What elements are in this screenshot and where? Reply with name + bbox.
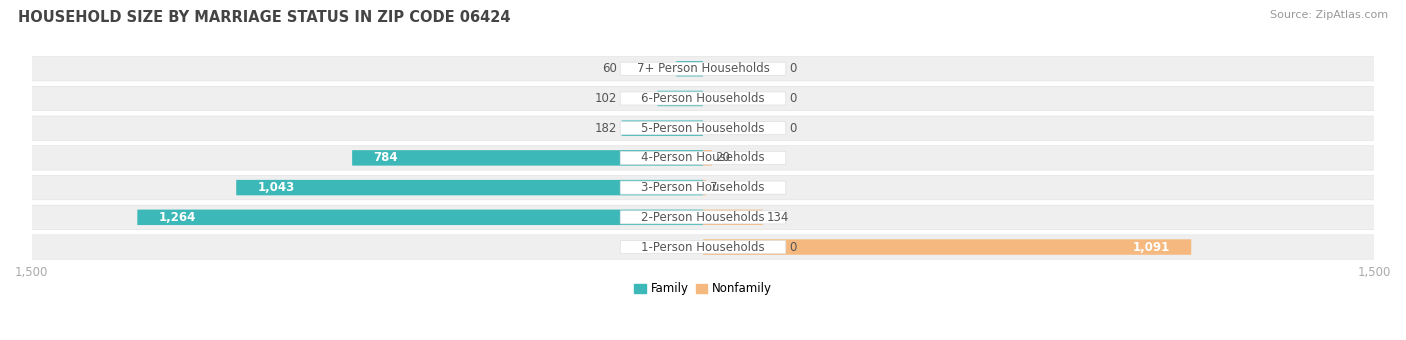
Text: 4-Person Households: 4-Person Households xyxy=(641,151,765,164)
Text: 3-Person Households: 3-Person Households xyxy=(641,181,765,194)
FancyBboxPatch shape xyxy=(620,122,786,135)
Text: 0: 0 xyxy=(789,62,797,75)
FancyBboxPatch shape xyxy=(658,91,703,106)
FancyBboxPatch shape xyxy=(620,62,786,75)
Text: 1-Person Households: 1-Person Households xyxy=(641,240,765,254)
FancyBboxPatch shape xyxy=(18,56,1388,81)
Text: HOUSEHOLD SIZE BY MARRIAGE STATUS IN ZIP CODE 06424: HOUSEHOLD SIZE BY MARRIAGE STATUS IN ZIP… xyxy=(18,10,510,25)
FancyBboxPatch shape xyxy=(620,92,786,105)
FancyBboxPatch shape xyxy=(18,146,1388,170)
Text: 1,091: 1,091 xyxy=(1133,240,1170,254)
Text: 0: 0 xyxy=(789,240,797,254)
FancyBboxPatch shape xyxy=(18,86,1388,110)
FancyBboxPatch shape xyxy=(18,205,1388,230)
FancyBboxPatch shape xyxy=(620,240,786,254)
FancyBboxPatch shape xyxy=(18,235,1388,259)
FancyBboxPatch shape xyxy=(620,151,786,165)
FancyBboxPatch shape xyxy=(676,61,703,76)
FancyBboxPatch shape xyxy=(236,180,703,196)
FancyBboxPatch shape xyxy=(18,175,1388,200)
FancyBboxPatch shape xyxy=(620,181,786,194)
Text: 784: 784 xyxy=(374,151,398,164)
Text: 7+ Person Households: 7+ Person Households xyxy=(637,62,769,75)
FancyBboxPatch shape xyxy=(620,211,786,224)
Text: 7: 7 xyxy=(710,181,717,194)
Text: Source: ZipAtlas.com: Source: ZipAtlas.com xyxy=(1270,10,1388,20)
Text: 1,043: 1,043 xyxy=(257,181,295,194)
Text: 0: 0 xyxy=(789,92,797,105)
Text: 134: 134 xyxy=(766,211,789,224)
Text: 2-Person Households: 2-Person Households xyxy=(641,211,765,224)
Text: 0: 0 xyxy=(789,122,797,135)
Text: 1,264: 1,264 xyxy=(159,211,197,224)
FancyBboxPatch shape xyxy=(703,180,706,196)
FancyBboxPatch shape xyxy=(352,150,703,166)
FancyBboxPatch shape xyxy=(703,209,763,225)
FancyBboxPatch shape xyxy=(18,116,1388,140)
FancyBboxPatch shape xyxy=(138,209,703,225)
Text: 102: 102 xyxy=(595,92,617,105)
FancyBboxPatch shape xyxy=(703,150,711,166)
FancyBboxPatch shape xyxy=(621,120,703,136)
Text: 5-Person Households: 5-Person Households xyxy=(641,122,765,135)
Text: 182: 182 xyxy=(595,122,617,135)
FancyBboxPatch shape xyxy=(703,239,1191,255)
Legend: Family, Nonfamily: Family, Nonfamily xyxy=(634,283,772,295)
Text: 60: 60 xyxy=(602,62,617,75)
Text: 20: 20 xyxy=(716,151,730,164)
Text: 6-Person Households: 6-Person Households xyxy=(641,92,765,105)
